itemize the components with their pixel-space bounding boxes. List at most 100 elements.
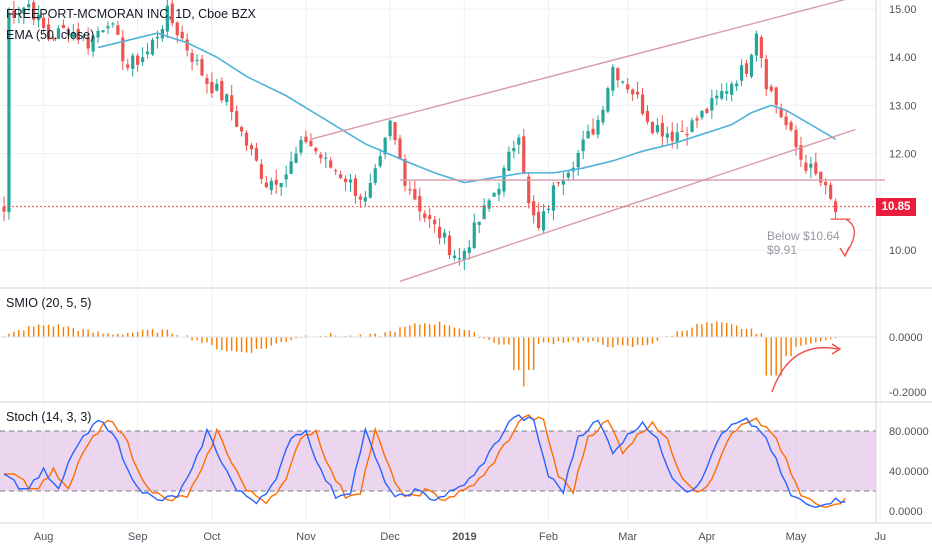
candle-body: [680, 130, 684, 132]
candle-body: [640, 94, 645, 114]
candle-body: [789, 122, 793, 130]
smio-pane[interactable]: [0, 321, 876, 387]
candle-body: [452, 255, 457, 259]
time-tick-label: Nov: [296, 531, 316, 543]
candle-body: [527, 176, 531, 204]
candle-body: [685, 133, 689, 136]
candle-body: [76, 28, 80, 40]
candle-body: [512, 147, 516, 152]
stoch-d-line: [4, 414, 847, 509]
upper-channel-line: [310, 0, 846, 140]
chart-title: FREEPORT-MCMORAN INC, 1D, Cboe BZX: [6, 7, 256, 21]
price-tick-label: 15.00: [889, 4, 917, 16]
candle-body: [170, 3, 174, 24]
candle-body: [86, 36, 90, 49]
candle-body: [764, 59, 768, 90]
candle-body: [225, 94, 229, 103]
candle-body: [735, 83, 739, 87]
candle-body: [373, 168, 377, 183]
candle-body: [358, 196, 362, 200]
price-tick-label: 12.00: [889, 149, 917, 161]
stoch-tick-label: 80.0000: [889, 426, 929, 438]
candle-body: [754, 33, 758, 56]
candle-body: [591, 128, 595, 135]
price-tick-label: 13.00: [889, 100, 917, 112]
candle-body: [423, 213, 427, 219]
candle-body: [769, 86, 773, 91]
price-axis[interactable]: 15.0014.0013.0012.0011.0010.000.0000-0.2…: [889, 4, 929, 518]
candle-body: [81, 36, 85, 38]
candle-body: [581, 139, 585, 152]
ema-line: [97, 32, 837, 184]
stoch-band: [0, 431, 876, 491]
candle-body: [27, 4, 31, 8]
candle-body: [655, 124, 659, 133]
candle-body: [804, 162, 808, 171]
lower-channel-line: [399, 128, 856, 282]
candle-body: [388, 120, 392, 137]
candle-body: [546, 208, 551, 210]
candle-body: [601, 109, 605, 123]
candle-body: [705, 108, 709, 113]
candle-body: [492, 192, 496, 197]
candle-body: [150, 39, 155, 55]
candle-body: [551, 185, 556, 211]
candle-body: [665, 133, 669, 138]
time-tick-label: Sep: [128, 531, 148, 543]
candle-body: [106, 26, 110, 29]
candle-body: [442, 232, 447, 238]
candle-body: [829, 184, 833, 199]
candle-body: [759, 37, 763, 59]
smio-tick-label: -0.2000: [889, 387, 926, 399]
candle-body: [319, 154, 323, 159]
candle-body: [497, 188, 501, 195]
candle-body: [537, 211, 541, 229]
time-tick-label: May: [786, 531, 807, 543]
stoch-tick-label: 40.0000: [889, 466, 929, 478]
candle-body: [408, 189, 412, 191]
candle-body: [299, 139, 303, 153]
candle-body: [324, 157, 328, 159]
candle-body: [725, 91, 729, 94]
candle-body: [715, 95, 719, 99]
candle-body: [175, 22, 179, 36]
candle-body: [556, 182, 560, 184]
candle-body: [739, 65, 744, 81]
candle-body: [244, 132, 249, 146]
candle-body: [160, 29, 164, 39]
time-axis[interactable]: Aug Sep Oct Nov Dec 2019 Feb Mar Apr May Ju: [34, 531, 886, 543]
candle-body: [779, 107, 783, 118]
ema-legend[interactable]: EMA (50, close): [6, 28, 95, 42]
candle-body: [363, 197, 367, 202]
price-tick-label: 10.00: [889, 245, 917, 257]
annotation-target: $9.91: [767, 243, 797, 257]
candle-body: [611, 67, 615, 91]
candle-body: [165, 5, 169, 32]
candle-body: [91, 35, 95, 52]
candle-body: [824, 181, 828, 186]
candle-body: [42, 17, 46, 28]
smio-tick-label: 0.0000: [889, 332, 923, 344]
candle-body: [368, 182, 372, 198]
candle-body: [626, 84, 630, 90]
smio-legend[interactable]: SMIO (20, 5, 5): [6, 296, 92, 310]
candle-body: [447, 235, 452, 256]
candle-body: [329, 160, 333, 168]
candle-body: [7, 12, 11, 213]
price-arrow-head: [839, 246, 850, 258]
candle-body: [12, 10, 16, 18]
candle-body: [101, 30, 105, 33]
stoch-pane[interactable]: [0, 414, 876, 509]
candle-body: [566, 172, 570, 178]
candle-body: [462, 250, 466, 261]
candle-body: [576, 152, 580, 168]
candle-body: [532, 201, 536, 216]
candle-body: [403, 159, 407, 186]
candle-body: [398, 138, 402, 160]
stoch-legend[interactable]: Stoch (14, 3, 3): [6, 410, 92, 424]
candle-body: [180, 31, 184, 39]
time-tick-label: Dec: [380, 531, 400, 543]
candle-body: [46, 24, 51, 40]
candle-body: [240, 126, 244, 132]
candle-body: [418, 196, 422, 212]
